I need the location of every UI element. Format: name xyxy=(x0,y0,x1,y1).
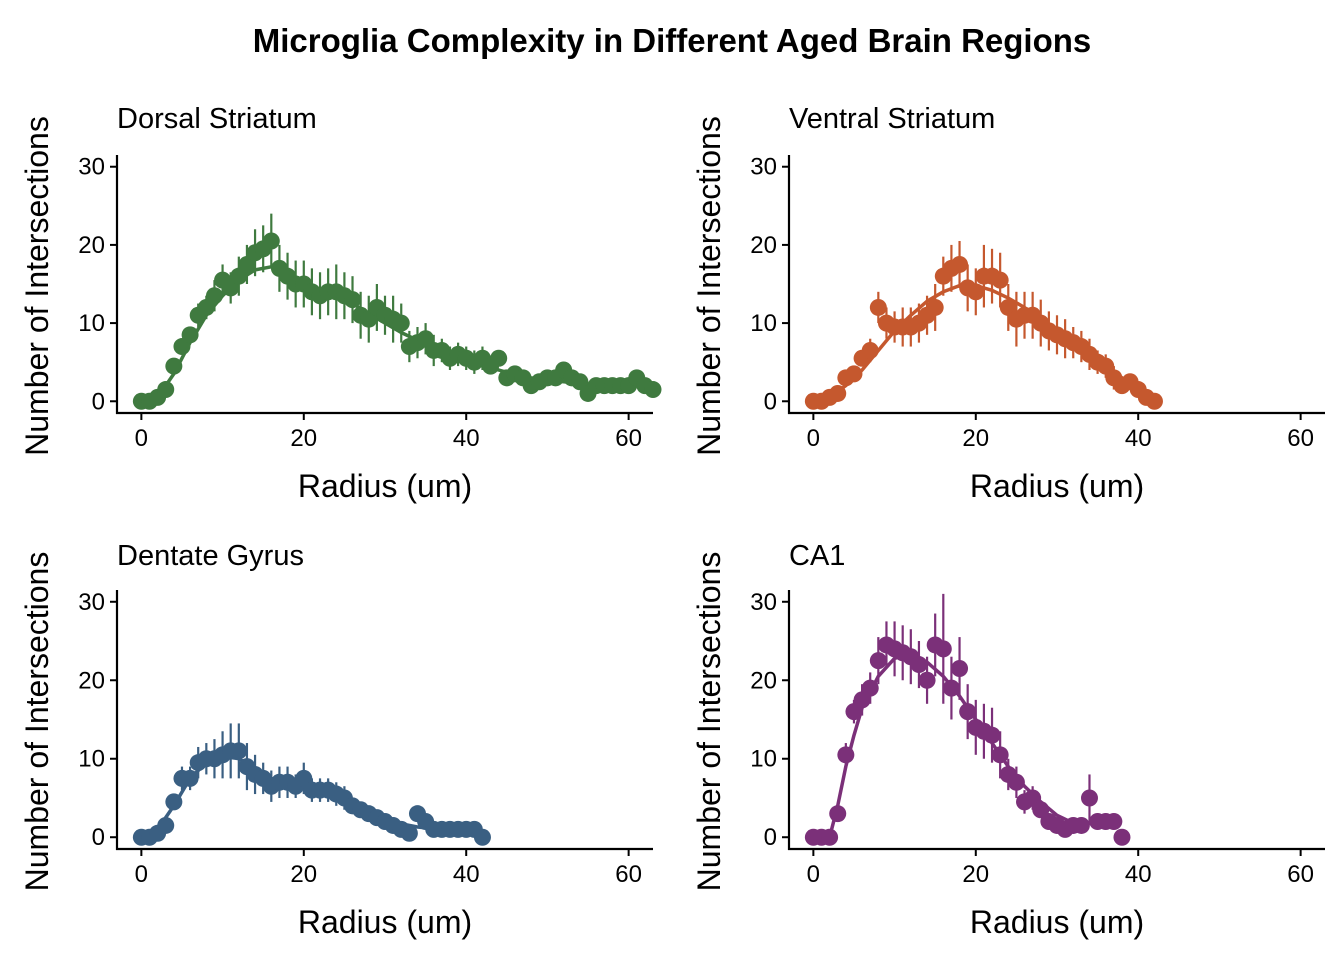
data-point xyxy=(165,793,183,811)
data-point xyxy=(1080,789,1098,807)
data-point xyxy=(951,255,969,273)
data-point xyxy=(181,326,199,344)
data-point xyxy=(869,298,887,316)
data-point xyxy=(991,271,1009,289)
y-tick-label: 10 xyxy=(750,310,777,337)
data-point xyxy=(829,805,847,823)
x-tick-label: 60 xyxy=(615,861,642,888)
x-axis-title: Radius (um) xyxy=(970,468,1144,504)
y-tick-label: 0 xyxy=(92,388,105,415)
panel-title: Ventral Striatum xyxy=(789,103,995,135)
panel-title: Dentate Gyrus xyxy=(117,540,304,572)
data-point xyxy=(1072,816,1090,834)
main-title: Microglia Complexity in Different Aged B… xyxy=(252,22,1092,59)
plot-area xyxy=(804,241,1163,410)
y-tick-label: 20 xyxy=(78,232,105,259)
data-point xyxy=(821,828,839,846)
data-point xyxy=(344,291,362,309)
plot-area xyxy=(132,213,662,410)
x-tick-label: 20 xyxy=(962,425,989,452)
x-axis-title: Radius (um) xyxy=(970,904,1144,940)
x-tick-label: 40 xyxy=(453,425,480,452)
data-point xyxy=(861,341,879,359)
y-tick-label: 10 xyxy=(78,310,105,337)
data-point xyxy=(157,381,175,399)
data-point xyxy=(926,298,944,316)
data-point xyxy=(490,349,508,367)
data-point xyxy=(829,384,847,402)
x-tick-label: 60 xyxy=(615,425,642,452)
data-point xyxy=(1105,813,1123,831)
y-axis-title: Number of Intersections xyxy=(691,116,727,456)
data-point xyxy=(934,640,952,658)
y-tick-label: 20 xyxy=(750,232,777,259)
data-point xyxy=(165,357,183,375)
plot-area xyxy=(804,593,1131,846)
data-point xyxy=(262,232,280,250)
data-point xyxy=(861,679,879,697)
data-point xyxy=(205,287,223,305)
data-point xyxy=(1113,828,1131,846)
data-point xyxy=(942,679,960,697)
data-point xyxy=(230,742,248,760)
data-point xyxy=(837,746,855,764)
x-tick-label: 20 xyxy=(290,425,317,452)
data-point xyxy=(400,824,418,842)
y-tick-label: 0 xyxy=(764,388,777,415)
data-point xyxy=(918,671,936,689)
data-point xyxy=(951,659,969,677)
x-axis-title: Radius (um) xyxy=(298,468,472,504)
data-point xyxy=(869,652,887,670)
y-axis-title: Number of Intersections xyxy=(19,116,55,456)
x-tick-label: 0 xyxy=(135,861,148,888)
y-tick-label: 0 xyxy=(92,824,105,851)
data-point xyxy=(473,828,491,846)
panel-title: CA1 xyxy=(789,540,845,572)
x-tick-label: 40 xyxy=(1125,425,1152,452)
data-point xyxy=(157,816,175,834)
panel-ventral-striatum: Ventral Striatum 0 10 20 30 0 20 40 60 Radius (um… xyxy=(691,103,1325,504)
x-tick-label: 60 xyxy=(1287,425,1314,452)
y-tick-label: 10 xyxy=(78,746,105,773)
y-axis-title: Number of Intersections xyxy=(691,552,727,892)
data-point xyxy=(983,726,1001,744)
x-tick-label: 0 xyxy=(807,861,820,888)
data-point xyxy=(845,365,863,383)
y-axis-title: Number of Intersections xyxy=(19,552,55,892)
data-point xyxy=(644,381,662,399)
x-axis-title: Radius (um) xyxy=(298,904,472,940)
x-tick-label: 0 xyxy=(135,425,148,452)
y-tick-label: 30 xyxy=(750,154,777,181)
data-point xyxy=(991,746,1009,764)
y-tick-label: 30 xyxy=(750,589,777,616)
data-point xyxy=(959,703,977,721)
panel-title: Dorsal Striatum xyxy=(117,103,317,135)
data-point xyxy=(181,769,199,787)
data-point xyxy=(392,314,410,332)
x-tick-label: 20 xyxy=(962,861,989,888)
y-tick-label: 30 xyxy=(78,154,105,181)
panel-dentate-gyrus: Dentate Gyrus 0 10 20 30 0 20 40 60 Radius (um) Nu… xyxy=(19,540,653,940)
y-tick-label: 30 xyxy=(78,589,105,616)
x-tick-label: 40 xyxy=(453,861,480,888)
y-tick-label: 20 xyxy=(750,667,777,694)
y-tick-label: 0 xyxy=(764,824,777,851)
y-tick-label: 20 xyxy=(78,667,105,694)
panel-dorsal-striatum: Dorsal Striatum 0 10 20 30 0 20 40 60 Radius (um)… xyxy=(19,103,662,504)
x-tick-label: 0 xyxy=(807,425,820,452)
data-point xyxy=(1145,392,1163,410)
plot-area xyxy=(132,723,491,846)
data-point xyxy=(910,656,928,674)
x-tick-label: 40 xyxy=(1125,861,1152,888)
panel-ca1: CA1 0 10 20 30 0 20 40 60 Radius (um) Number of In… xyxy=(691,540,1325,940)
data-point xyxy=(967,283,985,301)
data-point xyxy=(1007,773,1025,791)
x-tick-label: 20 xyxy=(290,861,317,888)
x-tick-label: 60 xyxy=(1287,861,1314,888)
y-tick-label: 10 xyxy=(750,746,777,773)
